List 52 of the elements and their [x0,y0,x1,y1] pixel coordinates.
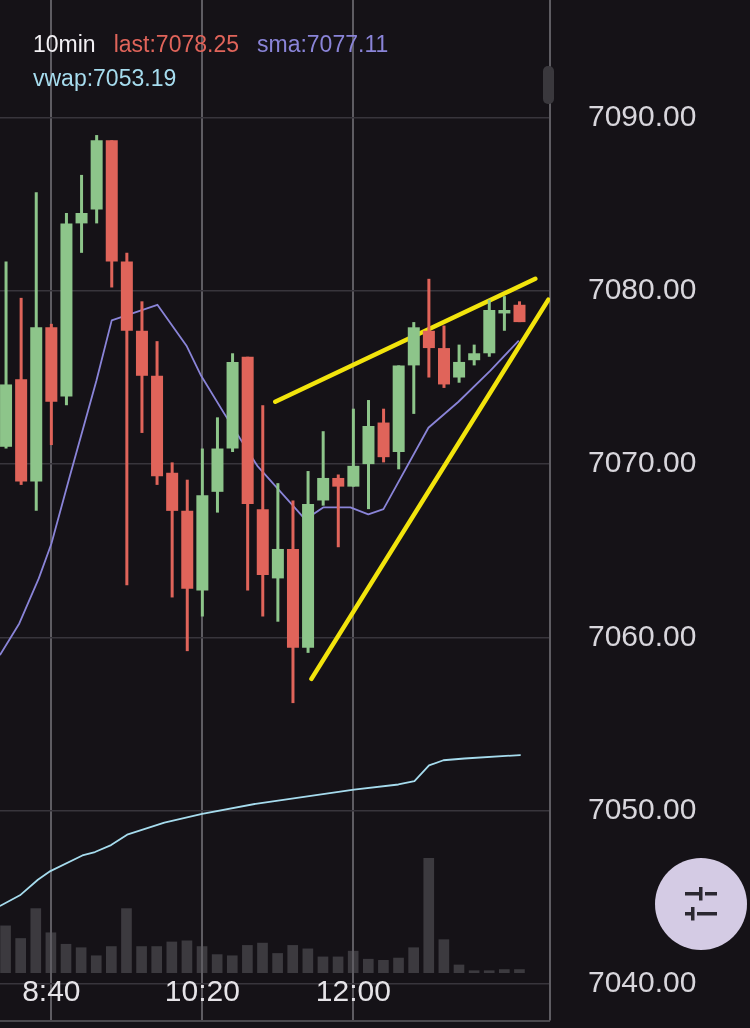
bar [75,947,87,973]
bar [453,964,465,973]
bar [106,946,117,973]
bar [30,908,42,973]
text: last:7078.25 [113,30,239,58]
bar [242,945,253,973]
bar [15,938,26,973]
candlestick [317,431,330,506]
bar [136,946,147,973]
text: vwap:7053.19 [33,64,177,92]
bar [468,970,480,973]
text: sma:7077.11 [256,30,389,58]
bar [362,958,374,973]
bar [0,925,11,973]
bar [438,939,450,973]
bar [483,970,495,973]
x-tick-label: 10:20 [164,974,240,1008]
y-tick-label: 7080.00 [588,272,697,306]
bar [332,956,344,973]
bar [121,908,132,973]
bar [90,955,102,973]
candlestick [75,173,88,253]
candlestick [468,344,481,366]
x-tick-label: 8:40 [22,974,81,1008]
bar [211,954,223,973]
y-tick-label: 7090.00 [588,99,697,133]
bar [166,941,178,973]
bar [393,957,404,973]
bar [423,858,435,973]
y-tick-label: 7070.00 [588,445,697,479]
bar [151,946,163,973]
bar [514,969,525,973]
bar [226,955,238,973]
candlestick [453,344,466,383]
bar [272,953,283,973]
bar [302,948,314,973]
y-tick-label: 7040.00 [588,964,697,998]
bar [317,956,329,973]
y-tick-label: 7050.00 [588,791,697,825]
bar [408,947,419,973]
bar [287,945,299,973]
bar [181,940,193,973]
bar [499,969,510,973]
bar [378,960,389,973]
bar [257,942,268,973]
x-tick-label: 12:00 [315,974,391,1008]
y-tick-label: 7060.00 [588,618,697,652]
candlestick [422,277,435,378]
candlestick [347,408,360,487]
candlestick [332,474,345,549]
text: 10min [33,30,96,58]
bar [60,943,72,973]
